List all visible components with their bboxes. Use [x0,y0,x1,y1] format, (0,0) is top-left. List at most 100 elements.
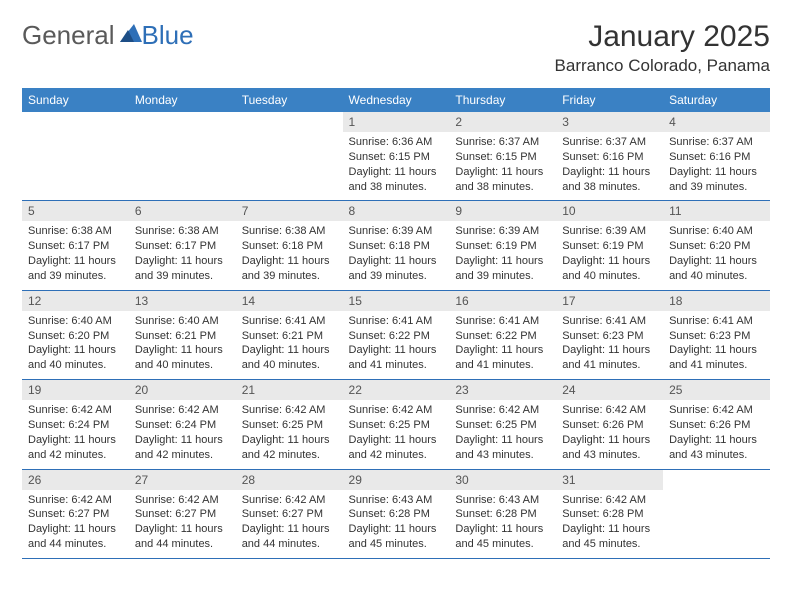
weekday-header: Tuesday [236,88,343,112]
header: General Blue January 2025 Barranco Color… [22,20,770,76]
day-number: 16 [449,291,556,311]
day-details: Sunrise: 6:42 AMSunset: 6:27 PMDaylight:… [129,490,236,558]
day-number: 12 [22,291,129,311]
day-details: Sunrise: 6:42 AMSunset: 6:26 PMDaylight:… [556,400,663,468]
day-number: 11 [663,201,770,221]
calendar-cell: 29Sunrise: 6:43 AMSunset: 6:28 PMDayligh… [343,469,450,558]
day-number: 15 [343,291,450,311]
calendar-body: 1Sunrise: 6:36 AMSunset: 6:15 PMDaylight… [22,112,770,558]
logo-text-general: General [22,20,115,51]
day-details: Sunrise: 6:42 AMSunset: 6:24 PMDaylight:… [22,400,129,468]
weekday-header: Friday [556,88,663,112]
day-details: Sunrise: 6:38 AMSunset: 6:17 PMDaylight:… [22,221,129,289]
calendar-cell: 24Sunrise: 6:42 AMSunset: 6:26 PMDayligh… [556,380,663,469]
weekday-header: Saturday [663,88,770,112]
calendar-cell: 25Sunrise: 6:42 AMSunset: 6:26 PMDayligh… [663,380,770,469]
day-details: Sunrise: 6:38 AMSunset: 6:17 PMDaylight:… [129,221,236,289]
location: Barranco Colorado, Panama [555,56,770,76]
calendar-cell: 27Sunrise: 6:42 AMSunset: 6:27 PMDayligh… [129,469,236,558]
day-number: 9 [449,201,556,221]
day-number: 4 [663,112,770,132]
day-details: Sunrise: 6:39 AMSunset: 6:18 PMDaylight:… [343,221,450,289]
day-number: 24 [556,380,663,400]
day-details: Sunrise: 6:42 AMSunset: 6:27 PMDaylight:… [236,490,343,558]
calendar-cell: 22Sunrise: 6:42 AMSunset: 6:25 PMDayligh… [343,380,450,469]
day-details: Sunrise: 6:42 AMSunset: 6:28 PMDaylight:… [556,490,663,558]
calendar-cell: 7Sunrise: 6:38 AMSunset: 6:18 PMDaylight… [236,201,343,290]
day-details: Sunrise: 6:40 AMSunset: 6:20 PMDaylight:… [22,311,129,379]
calendar-row: 19Sunrise: 6:42 AMSunset: 6:24 PMDayligh… [22,380,770,469]
day-number: 30 [449,470,556,490]
calendar-row: 5Sunrise: 6:38 AMSunset: 6:17 PMDaylight… [22,201,770,290]
calendar-cell [663,469,770,558]
day-details: Sunrise: 6:41 AMSunset: 6:21 PMDaylight:… [236,311,343,379]
day-number: 7 [236,201,343,221]
day-number: 27 [129,470,236,490]
calendar-cell: 8Sunrise: 6:39 AMSunset: 6:18 PMDaylight… [343,201,450,290]
calendar-cell: 28Sunrise: 6:42 AMSunset: 6:27 PMDayligh… [236,469,343,558]
day-details: Sunrise: 6:41 AMSunset: 6:23 PMDaylight:… [663,311,770,379]
calendar-cell: 15Sunrise: 6:41 AMSunset: 6:22 PMDayligh… [343,290,450,379]
day-details: Sunrise: 6:42 AMSunset: 6:25 PMDaylight:… [343,400,450,468]
day-details: Sunrise: 6:41 AMSunset: 6:22 PMDaylight:… [449,311,556,379]
calendar-cell: 12Sunrise: 6:40 AMSunset: 6:20 PMDayligh… [22,290,129,379]
calendar-cell: 20Sunrise: 6:42 AMSunset: 6:24 PMDayligh… [129,380,236,469]
day-details: Sunrise: 6:37 AMSunset: 6:15 PMDaylight:… [449,132,556,200]
day-number: 25 [663,380,770,400]
calendar-row: 1Sunrise: 6:36 AMSunset: 6:15 PMDaylight… [22,112,770,201]
day-details: Sunrise: 6:42 AMSunset: 6:25 PMDaylight:… [236,400,343,468]
day-number: 8 [343,201,450,221]
day-details: Sunrise: 6:42 AMSunset: 6:25 PMDaylight:… [449,400,556,468]
calendar-cell: 3Sunrise: 6:37 AMSunset: 6:16 PMDaylight… [556,112,663,201]
day-number: 3 [556,112,663,132]
weekday-header-row: SundayMondayTuesdayWednesdayThursdayFrid… [22,88,770,112]
calendar-cell: 1Sunrise: 6:36 AMSunset: 6:15 PMDaylight… [343,112,450,201]
day-details: Sunrise: 6:39 AMSunset: 6:19 PMDaylight:… [556,221,663,289]
calendar-cell: 2Sunrise: 6:37 AMSunset: 6:15 PMDaylight… [449,112,556,201]
day-details: Sunrise: 6:41 AMSunset: 6:23 PMDaylight:… [556,311,663,379]
day-number: 18 [663,291,770,311]
weekday-header: Thursday [449,88,556,112]
month-title: January 2025 [555,20,770,54]
day-number: 26 [22,470,129,490]
day-details: Sunrise: 6:42 AMSunset: 6:24 PMDaylight:… [129,400,236,468]
weekday-header: Monday [129,88,236,112]
day-details: Sunrise: 6:40 AMSunset: 6:20 PMDaylight:… [663,221,770,289]
day-number: 14 [236,291,343,311]
calendar-cell: 10Sunrise: 6:39 AMSunset: 6:19 PMDayligh… [556,201,663,290]
day-number: 5 [22,201,129,221]
calendar-cell: 17Sunrise: 6:41 AMSunset: 6:23 PMDayligh… [556,290,663,379]
calendar-cell: 11Sunrise: 6:40 AMSunset: 6:20 PMDayligh… [663,201,770,290]
calendar-cell: 26Sunrise: 6:42 AMSunset: 6:27 PMDayligh… [22,469,129,558]
day-details: Sunrise: 6:40 AMSunset: 6:21 PMDaylight:… [129,311,236,379]
calendar-cell: 4Sunrise: 6:37 AMSunset: 6:16 PMDaylight… [663,112,770,201]
logo-text-blue: Blue [142,20,194,51]
calendar-row: 26Sunrise: 6:42 AMSunset: 6:27 PMDayligh… [22,469,770,558]
weekday-header: Wednesday [343,88,450,112]
calendar-cell [129,112,236,201]
day-number: 21 [236,380,343,400]
day-number: 28 [236,470,343,490]
calendar-cell: 13Sunrise: 6:40 AMSunset: 6:21 PMDayligh… [129,290,236,379]
day-number: 13 [129,291,236,311]
calendar-cell: 21Sunrise: 6:42 AMSunset: 6:25 PMDayligh… [236,380,343,469]
calendar-cell [236,112,343,201]
day-details: Sunrise: 6:37 AMSunset: 6:16 PMDaylight:… [556,132,663,200]
day-number: 31 [556,470,663,490]
day-number: 20 [129,380,236,400]
day-number: 22 [343,380,450,400]
day-details: Sunrise: 6:42 AMSunset: 6:26 PMDaylight:… [663,400,770,468]
logo-triangle-icon [120,24,142,47]
calendar-cell: 30Sunrise: 6:43 AMSunset: 6:28 PMDayligh… [449,469,556,558]
calendar-cell: 6Sunrise: 6:38 AMSunset: 6:17 PMDaylight… [129,201,236,290]
logo: General Blue [22,20,194,51]
calendar-table: SundayMondayTuesdayWednesdayThursdayFrid… [22,88,770,559]
calendar-cell: 14Sunrise: 6:41 AMSunset: 6:21 PMDayligh… [236,290,343,379]
day-number: 6 [129,201,236,221]
calendar-cell: 16Sunrise: 6:41 AMSunset: 6:22 PMDayligh… [449,290,556,379]
day-number: 19 [22,380,129,400]
weekday-header: Sunday [22,88,129,112]
calendar-cell: 18Sunrise: 6:41 AMSunset: 6:23 PMDayligh… [663,290,770,379]
calendar-cell: 5Sunrise: 6:38 AMSunset: 6:17 PMDaylight… [22,201,129,290]
day-details: Sunrise: 6:43 AMSunset: 6:28 PMDaylight:… [343,490,450,558]
